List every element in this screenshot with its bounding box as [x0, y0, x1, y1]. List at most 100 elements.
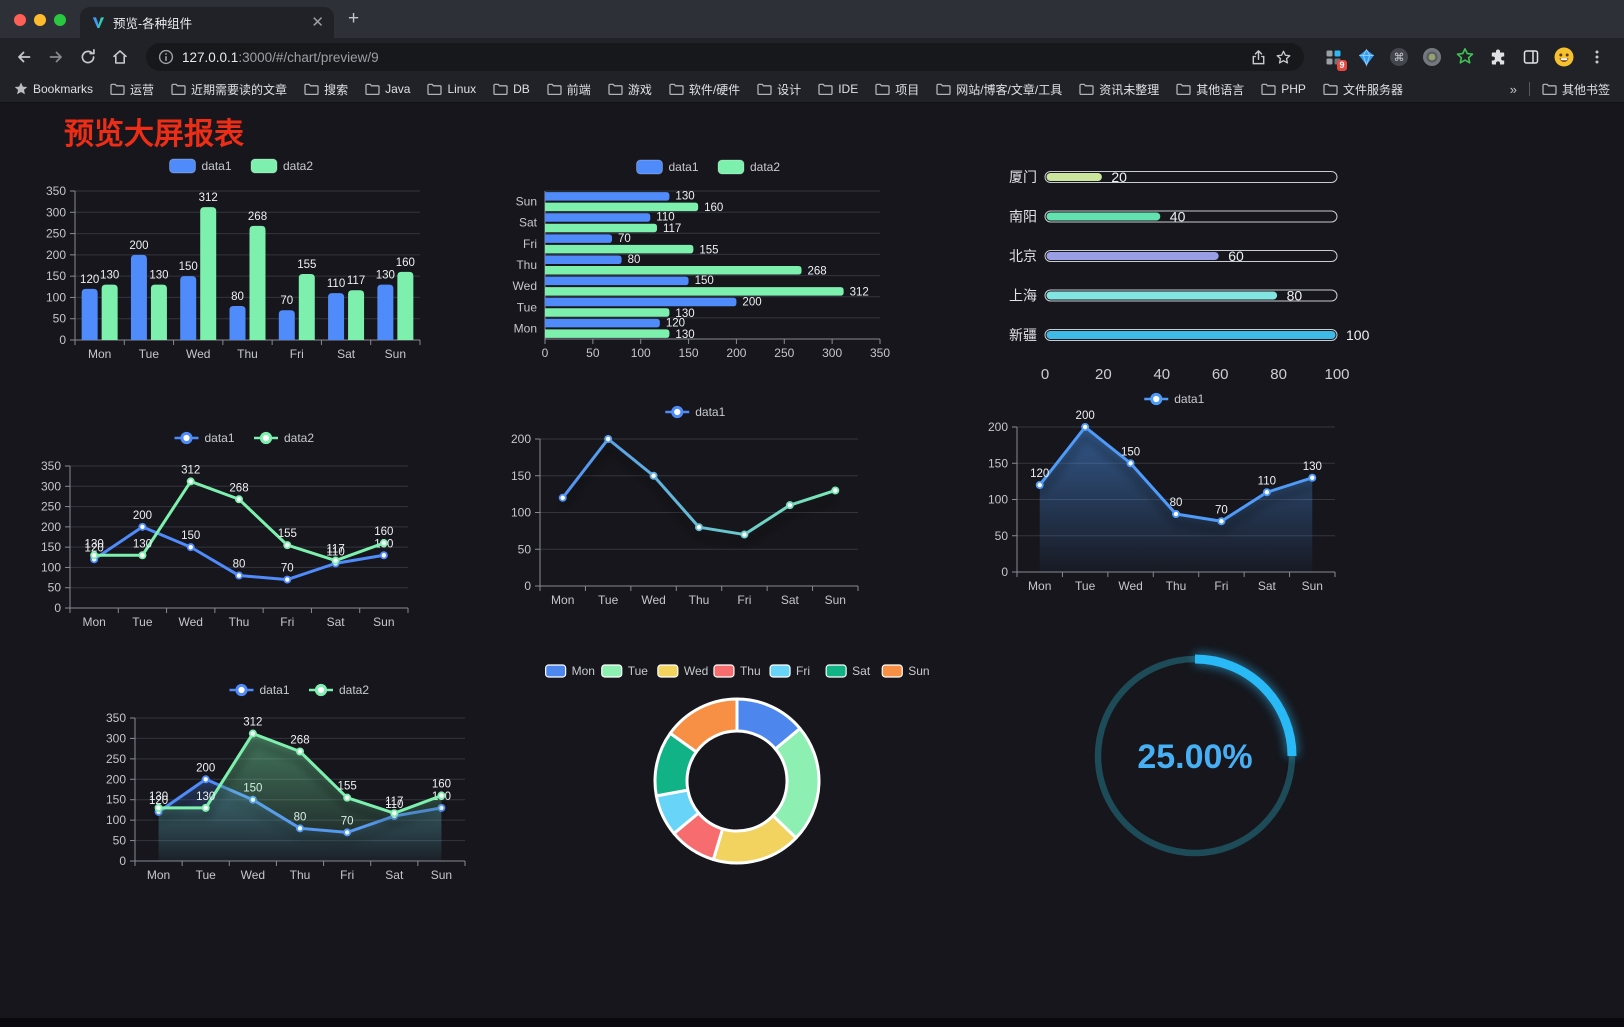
svg-text:Thu: Thu — [290, 868, 311, 882]
svg-text:150: 150 — [511, 469, 531, 483]
address-bar[interactable]: 127.0.0.1:3000/#/chart/preview/9 — [146, 43, 1304, 71]
svg-text:100: 100 — [41, 560, 61, 574]
svg-text:120: 120 — [80, 274, 99, 286]
bookmark-folder-14[interactable]: 其他语言 — [1176, 81, 1244, 98]
svg-text:60: 60 — [1212, 366, 1229, 383]
svg-text:200: 200 — [46, 248, 66, 262]
svg-text:350: 350 — [106, 711, 126, 725]
bookmark-folder-1[interactable]: 近期需要读的文章 — [171, 81, 287, 98]
svg-text:40: 40 — [1153, 366, 1170, 383]
svg-text:60: 60 — [1228, 248, 1244, 264]
bookmark-folder-16[interactable]: 文件服务器 — [1323, 81, 1403, 98]
reload-icon[interactable] — [74, 43, 102, 71]
gradient-line-chart[interactable]: data1 0 50 100 150 200 Mon Tue Wed Thu Fri Sat Sun — [505, 403, 880, 608]
svg-text:250: 250 — [774, 346, 794, 360]
tab-close-icon[interactable]: ✕ — [311, 14, 324, 31]
svg-text:50: 50 — [48, 581, 62, 595]
svg-text:100: 100 — [46, 290, 66, 304]
bookmark-folder-6[interactable]: 前端 — [547, 81, 591, 98]
back-icon[interactable] — [10, 43, 38, 71]
svg-text:70: 70 — [618, 233, 631, 245]
svg-text:0: 0 — [524, 579, 531, 593]
svg-text:80: 80 — [233, 559, 246, 571]
svg-text:Thu: Thu — [229, 615, 250, 629]
svg-text:50: 50 — [53, 312, 67, 326]
grouped-bar-chart[interactable]: data1 data2 0 50 100 150 200 250 300 350 Mon Tue Wed… — [30, 148, 440, 363]
svg-text:200: 200 — [196, 762, 215, 774]
bookmark-folder-11[interactable]: 项目 — [875, 81, 919, 98]
bookmark-folder-3[interactable]: Java — [365, 82, 410, 96]
bookmark-star-icon[interactable] — [1275, 49, 1292, 66]
svg-text:Fri: Fri — [737, 593, 751, 607]
url-text[interactable]: 127.0.0.1:3000/#/chart/preview/9 — [182, 49, 379, 65]
apps-grid-extension-icon[interactable]: 9 — [1322, 46, 1347, 71]
maximize-window-button[interactable] — [54, 14, 66, 26]
donut-pie-chart[interactable]: Mon Tue Wed Thu Fri Sat Sun — [545, 641, 935, 971]
green-star-extension-icon[interactable] — [1454, 46, 1476, 68]
svg-text:Tue: Tue — [517, 300, 538, 314]
svg-text:Thu: Thu — [689, 593, 710, 607]
diamond-extension-icon[interactable] — [1355, 46, 1377, 68]
svg-text:⌘: ⌘ — [1394, 52, 1405, 64]
share-icon[interactable] — [1250, 49, 1267, 66]
svg-text:Sat: Sat — [781, 593, 800, 607]
bookmarks-separator — [1528, 82, 1530, 96]
svg-text:150: 150 — [46, 269, 66, 283]
svg-text:50: 50 — [586, 346, 600, 360]
svg-text:250: 250 — [41, 500, 61, 514]
profile-avatar[interactable] — [1553, 46, 1575, 68]
site-info-icon[interactable] — [158, 49, 174, 65]
svg-text:130: 130 — [675, 308, 694, 320]
svg-text:100: 100 — [988, 493, 1008, 507]
bookmark-folder-12[interactable]: 网站/博客/文章/工具 — [936, 81, 1062, 98]
svg-text:80: 80 — [231, 291, 244, 303]
command-circle-extension-icon[interactable]: ⌘ — [1388, 46, 1410, 68]
bookmark-folder-8[interactable]: 软件/硬件 — [669, 81, 740, 98]
svg-text:data1: data1 — [695, 405, 725, 419]
svg-text:150: 150 — [181, 530, 200, 542]
record-dot-extension-icon[interactable] — [1421, 46, 1443, 68]
sidebar-toggle-icon[interactable] — [1520, 46, 1542, 68]
bookmarks-menu-button[interactable]: Bookmarks — [14, 82, 93, 96]
area-line-chart-two-series[interactable]: data1 data2 0 50 100 150 200 250 300 350 Mon Tue Wed… — [100, 677, 480, 892]
bookmark-folder-5[interactable]: DB — [493, 82, 530, 96]
bookmark-folder-0[interactable]: 运营 — [110, 81, 154, 98]
browser-menu-icon[interactable] — [1586, 46, 1608, 68]
line-chart-two-series[interactable]: data1 data2 0 50 100 150 200 250 300 350 Mon Tue Wed… — [40, 426, 415, 641]
svg-text:130: 130 — [1303, 461, 1322, 473]
home-icon[interactable] — [106, 43, 134, 71]
svg-text:80: 80 — [1287, 288, 1303, 304]
horizontal-bar-chart[interactable]: data1 data2 0 50 100 150 200 250 300 350 Sun 130 160… — [505, 149, 895, 364]
svg-text:250: 250 — [106, 752, 126, 766]
close-window-button[interactable] — [14, 14, 26, 26]
svg-text:110: 110 — [385, 799, 403, 811]
svg-text:25.00%: 25.00% — [1137, 738, 1252, 776]
svg-text:data2: data2 — [339, 683, 369, 697]
bookmarks-overflow-button[interactable]: » — [1509, 81, 1517, 97]
svg-text:Sat: Sat — [327, 615, 346, 629]
bookmark-folder-7[interactable]: 游戏 — [608, 81, 652, 98]
bookmark-folder-9[interactable]: 设计 — [757, 81, 801, 98]
new-tab-button[interactable]: + — [348, 8, 360, 29]
bookmark-folder-15[interactable]: PHP — [1261, 82, 1306, 96]
minimize-window-button[interactable] — [34, 14, 46, 26]
svg-text:Sun: Sun — [516, 195, 537, 209]
other-bookmarks-button[interactable]: 其他书签 — [1542, 81, 1610, 98]
svg-text:200: 200 — [129, 240, 148, 252]
bookmark-folder-2[interactable]: 搜索 — [304, 81, 348, 98]
svg-text:155: 155 — [297, 259, 316, 271]
bookmark-folder-10[interactable]: IDE — [818, 82, 858, 96]
svg-text:70: 70 — [1215, 504, 1228, 516]
bookmark-folder-4[interactable]: Linux — [427, 82, 476, 96]
browser-toolbar: 127.0.0.1:3000/#/chart/preview/9 9 ⌘ — [0, 38, 1624, 76]
svg-text:150: 150 — [106, 793, 126, 807]
browser-tab[interactable]: 预览-各种组件 ✕ — [80, 7, 334, 38]
area-line-chart-blue[interactable]: data1 0 50 100 150 200 Mon Tue Wed Thu Fri Sat Sun 12… — [985, 391, 1355, 593]
svg-text:Tue: Tue — [1075, 579, 1096, 591]
forward-icon[interactable] — [42, 43, 70, 71]
extensions-puzzle-icon[interactable] — [1487, 46, 1509, 68]
bookmark-folder-13[interactable]: 资讯未整理 — [1079, 81, 1159, 98]
bookmarks-bar: Bookmarks 运营 近期需要读的文章 搜索 Java Linux DB 前端 游戏 软件/硬… — [0, 76, 1624, 103]
svg-text:155: 155 — [699, 244, 718, 256]
svg-text:Mon: Mon — [572, 664, 595, 678]
